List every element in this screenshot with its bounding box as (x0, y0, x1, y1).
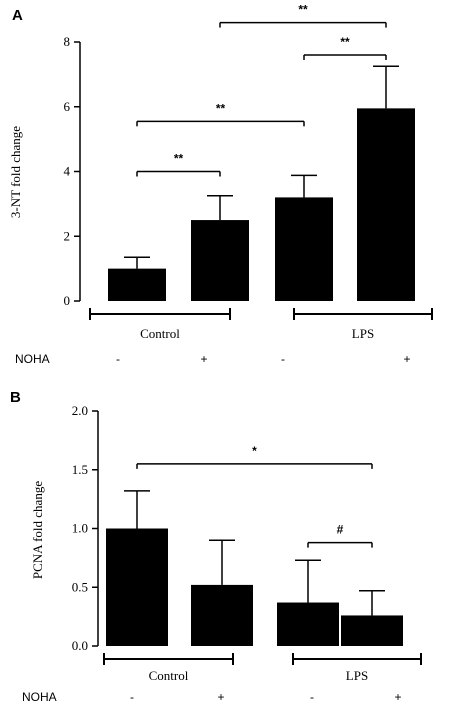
bar (106, 528, 168, 646)
y-tick-label: 1.0 (72, 521, 88, 536)
sig-label: * (252, 444, 257, 458)
y-tick-label: 0 (64, 293, 71, 308)
treatment-sign: - (281, 352, 285, 366)
treatment-label: NOHA (15, 352, 50, 366)
treatment-sign: + (217, 690, 224, 704)
sig-label: # (337, 523, 344, 537)
group-label: LPS (352, 326, 374, 341)
group-label: Control (149, 668, 189, 683)
y-tick-label: 2.0 (72, 403, 88, 418)
treatment-sign: - (310, 690, 314, 704)
group-label: LPS (346, 668, 368, 683)
y-axis-label: 3-NT fold change (8, 126, 23, 218)
treatment-sign: + (394, 690, 401, 704)
bar (275, 197, 333, 301)
bar (191, 220, 249, 301)
sig-label: ** (174, 152, 184, 166)
panel-A: A 0 2 4 6 8 3-NT fold change ** ** ** ** Control LPS… (8, 3, 433, 366)
treatment-sign: + (403, 352, 410, 366)
y-tick-label: 4 (64, 164, 71, 179)
bar (191, 584, 253, 646)
panel-B: B 0.0 0.5 1.0 1.5 2.0 PCNA fold change * # Contro… (10, 389, 422, 704)
panel-letter: A (12, 7, 23, 24)
bar (108, 268, 166, 301)
panel-letter: B (10, 389, 21, 406)
treatment-sign: + (200, 352, 207, 366)
bar (357, 108, 415, 302)
bar (277, 602, 339, 646)
bar (341, 615, 403, 646)
y-tick-label: 2 (64, 228, 71, 243)
y-axis-label: PCNA fold change (30, 481, 45, 579)
treatment-sign: - (116, 352, 120, 366)
y-tick-label: 6 (64, 99, 71, 114)
sig-label: ** (298, 3, 308, 17)
y-tick-label: 8 (64, 34, 71, 49)
y-tick-label: 0.5 (72, 579, 88, 594)
y-tick-label: 0.0 (72, 638, 88, 653)
treatment-sign: - (130, 690, 134, 704)
treatment-label: NOHA (22, 690, 57, 704)
sig-label: ** (340, 35, 350, 49)
sig-label: ** (216, 101, 226, 115)
y-tick-label: 1.5 (72, 462, 88, 477)
group-label: Control (140, 326, 180, 341)
